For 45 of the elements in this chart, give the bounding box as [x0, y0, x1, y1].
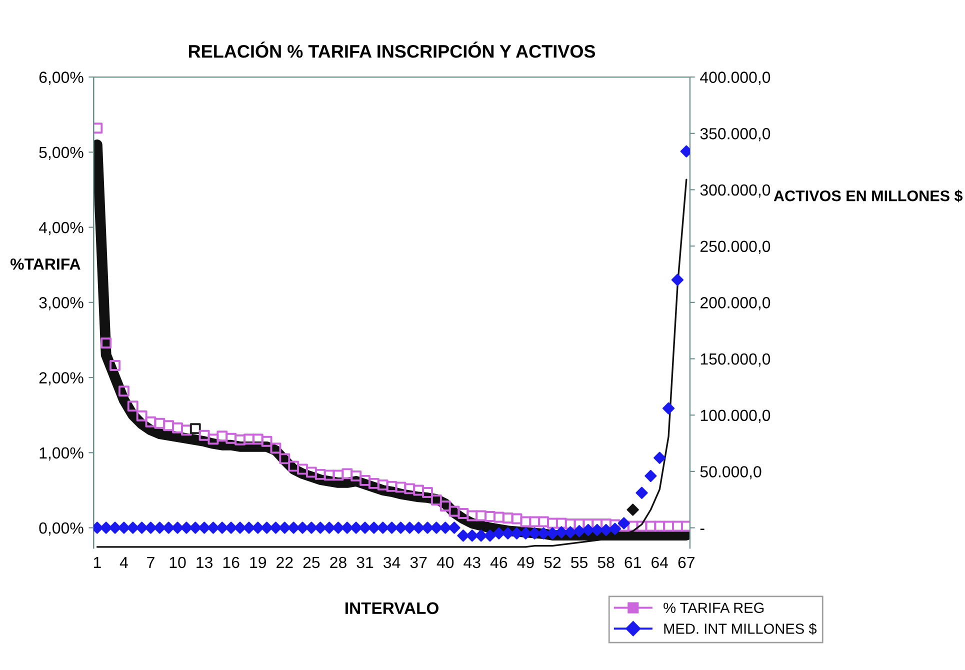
x-tick-label: 10 [170, 556, 186, 568]
y2-tick-label: 250.000,0 [700, 240, 770, 254]
x-tick-label: 16 [223, 556, 240, 568]
x-tick-label: 52 [544, 556, 561, 568]
y2-tick-label: 100.000,0 [700, 410, 770, 423]
legend-label: % TARIFA REG [664, 602, 764, 614]
y2-tick-label: - [700, 528, 704, 530]
y-tick-label: 4,00% [38, 222, 84, 236]
x-tick-label: 64 [652, 556, 668, 568]
x-tick-label: 55 [571, 556, 588, 568]
y2-tick-label: 350.000,0 [700, 128, 770, 142]
x-tick-label: 58 [598, 556, 614, 568]
y2-tick-label: 400.000,0 [700, 72, 770, 85]
y2-tick-label: 150.000,0 [700, 353, 770, 367]
x-tick-label: 25 [303, 556, 320, 568]
x-tick-label: 4 [120, 556, 128, 568]
x-tick-label: 46 [490, 556, 508, 568]
x-tick-label: 28 [330, 556, 346, 568]
y2-axis-title: ACTIVOS EN MILLONES $ [774, 190, 963, 202]
y-axis-title: %TARIFA [10, 258, 80, 270]
x-tick-label: 61 [624, 556, 641, 568]
y-tick-label: 3,00% [39, 297, 84, 310]
x-tick-label: 37 [410, 556, 427, 568]
x-tick-label: 19 [250, 556, 266, 568]
y-tick-label: 6,00% [39, 72, 84, 85]
y2-tick-label: 50.000,0 [700, 466, 762, 480]
x-tick-label: 13 [196, 556, 212, 568]
x-tick-label: 7 [147, 556, 154, 568]
x-tick-label: 31 [356, 556, 374, 568]
y-tick-label: 0,00% [39, 522, 84, 536]
legend-label: MED. INT MILLONES $ [664, 622, 817, 635]
x-tick-label: 67 [678, 556, 694, 568]
x-tick-label: 34 [384, 556, 400, 568]
y-tick-label: 2,00% [39, 372, 84, 386]
y2-tick-label: 300.000,0 [700, 184, 770, 198]
x-tick-label: 1 [94, 556, 101, 568]
x-tick-label: 40 [436, 556, 454, 568]
x-tick-label: 22 [276, 556, 293, 568]
y2-tick-label: 200.000,0 [700, 297, 770, 310]
chart-title: RELACIÓN % TARIFA INSCRIPCIÓN Y ACTIVOS [189, 42, 596, 58]
y-tick-label: 1,00% [40, 447, 84, 460]
x-axis-title: INTERVALO [346, 602, 438, 614]
x-tick-label: 49 [517, 556, 534, 568]
x-tick-label: 43 [464, 556, 480, 568]
y-tick-label: 5,00% [39, 146, 84, 160]
